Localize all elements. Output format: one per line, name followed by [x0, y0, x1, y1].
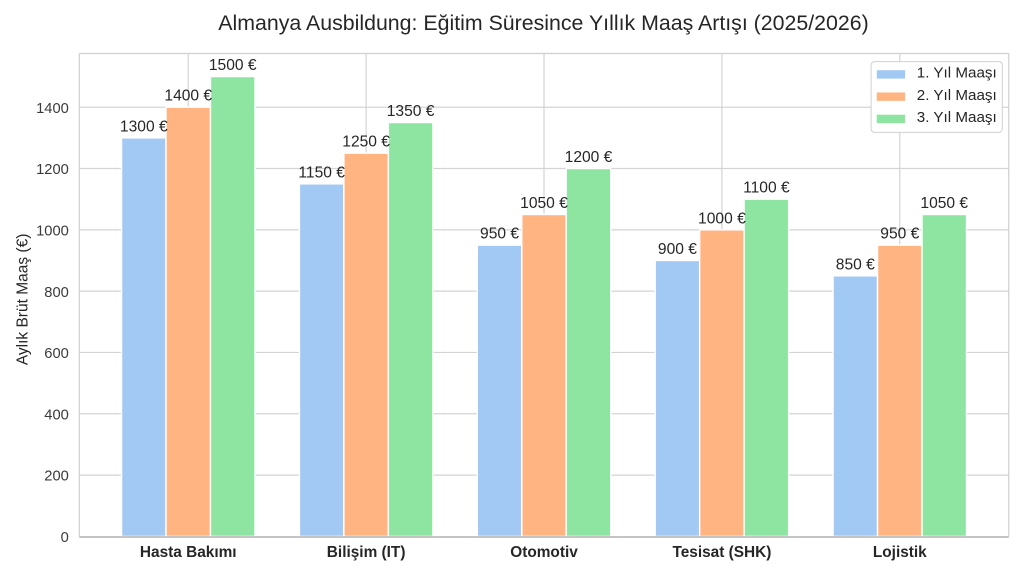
svg-text:Lojistik: Lojistik	[873, 544, 927, 561]
svg-text:950 €: 950 €	[480, 226, 519, 243]
svg-text:3. Yıl Maaşı: 3. Yıl Maaşı	[917, 109, 997, 126]
svg-text:1350 €: 1350 €	[387, 103, 435, 120]
svg-text:1200 €: 1200 €	[565, 149, 613, 166]
svg-text:1000 €: 1000 €	[698, 210, 746, 227]
svg-text:1100 €: 1100 €	[743, 180, 790, 197]
svg-text:Aylık Brüt Maaş (€): Aylık Brüt Maaş (€)	[14, 234, 31, 366]
svg-text:2. Yıl Maaşı: 2. Yıl Maaşı	[917, 87, 997, 104]
svg-text:1050 €: 1050 €	[520, 195, 568, 212]
svg-text:400: 400	[44, 407, 69, 423]
svg-text:1400 €: 1400 €	[164, 88, 212, 105]
svg-text:1200: 1200	[36, 162, 69, 178]
svg-text:Hasta Bakımı: Hasta Bakımı	[140, 544, 237, 561]
svg-text:1500 €: 1500 €	[209, 57, 257, 74]
svg-text:800: 800	[44, 285, 69, 301]
svg-text:0: 0	[61, 530, 69, 546]
svg-text:900 €: 900 €	[658, 241, 697, 258]
svg-text:1000: 1000	[36, 223, 69, 239]
svg-text:600: 600	[44, 346, 69, 362]
svg-text:Tesisat (SHK): Tesisat (SHK)	[672, 544, 771, 561]
svg-text:Almanya Ausbildung: Eğitim Sür: Almanya Ausbildung: Eğitim Süresince Yıl…	[218, 11, 868, 35]
svg-text:850 €: 850 €	[836, 256, 875, 273]
svg-text:1050 €: 1050 €	[920, 195, 968, 212]
svg-text:1400: 1400	[36, 101, 69, 117]
svg-text:950 €: 950 €	[880, 226, 919, 243]
svg-text:1150 €: 1150 €	[298, 164, 345, 181]
svg-text:200: 200	[44, 469, 69, 485]
svg-text:1250 €: 1250 €	[342, 134, 390, 151]
svg-text:1. Yıl Maaşı: 1. Yıl Maaşı	[917, 65, 997, 82]
svg-text:1300 €: 1300 €	[120, 118, 168, 135]
svg-text:Otomotiv: Otomotiv	[510, 544, 578, 561]
svg-text:Bilişim (IT): Bilişim (IT)	[327, 544, 406, 561]
